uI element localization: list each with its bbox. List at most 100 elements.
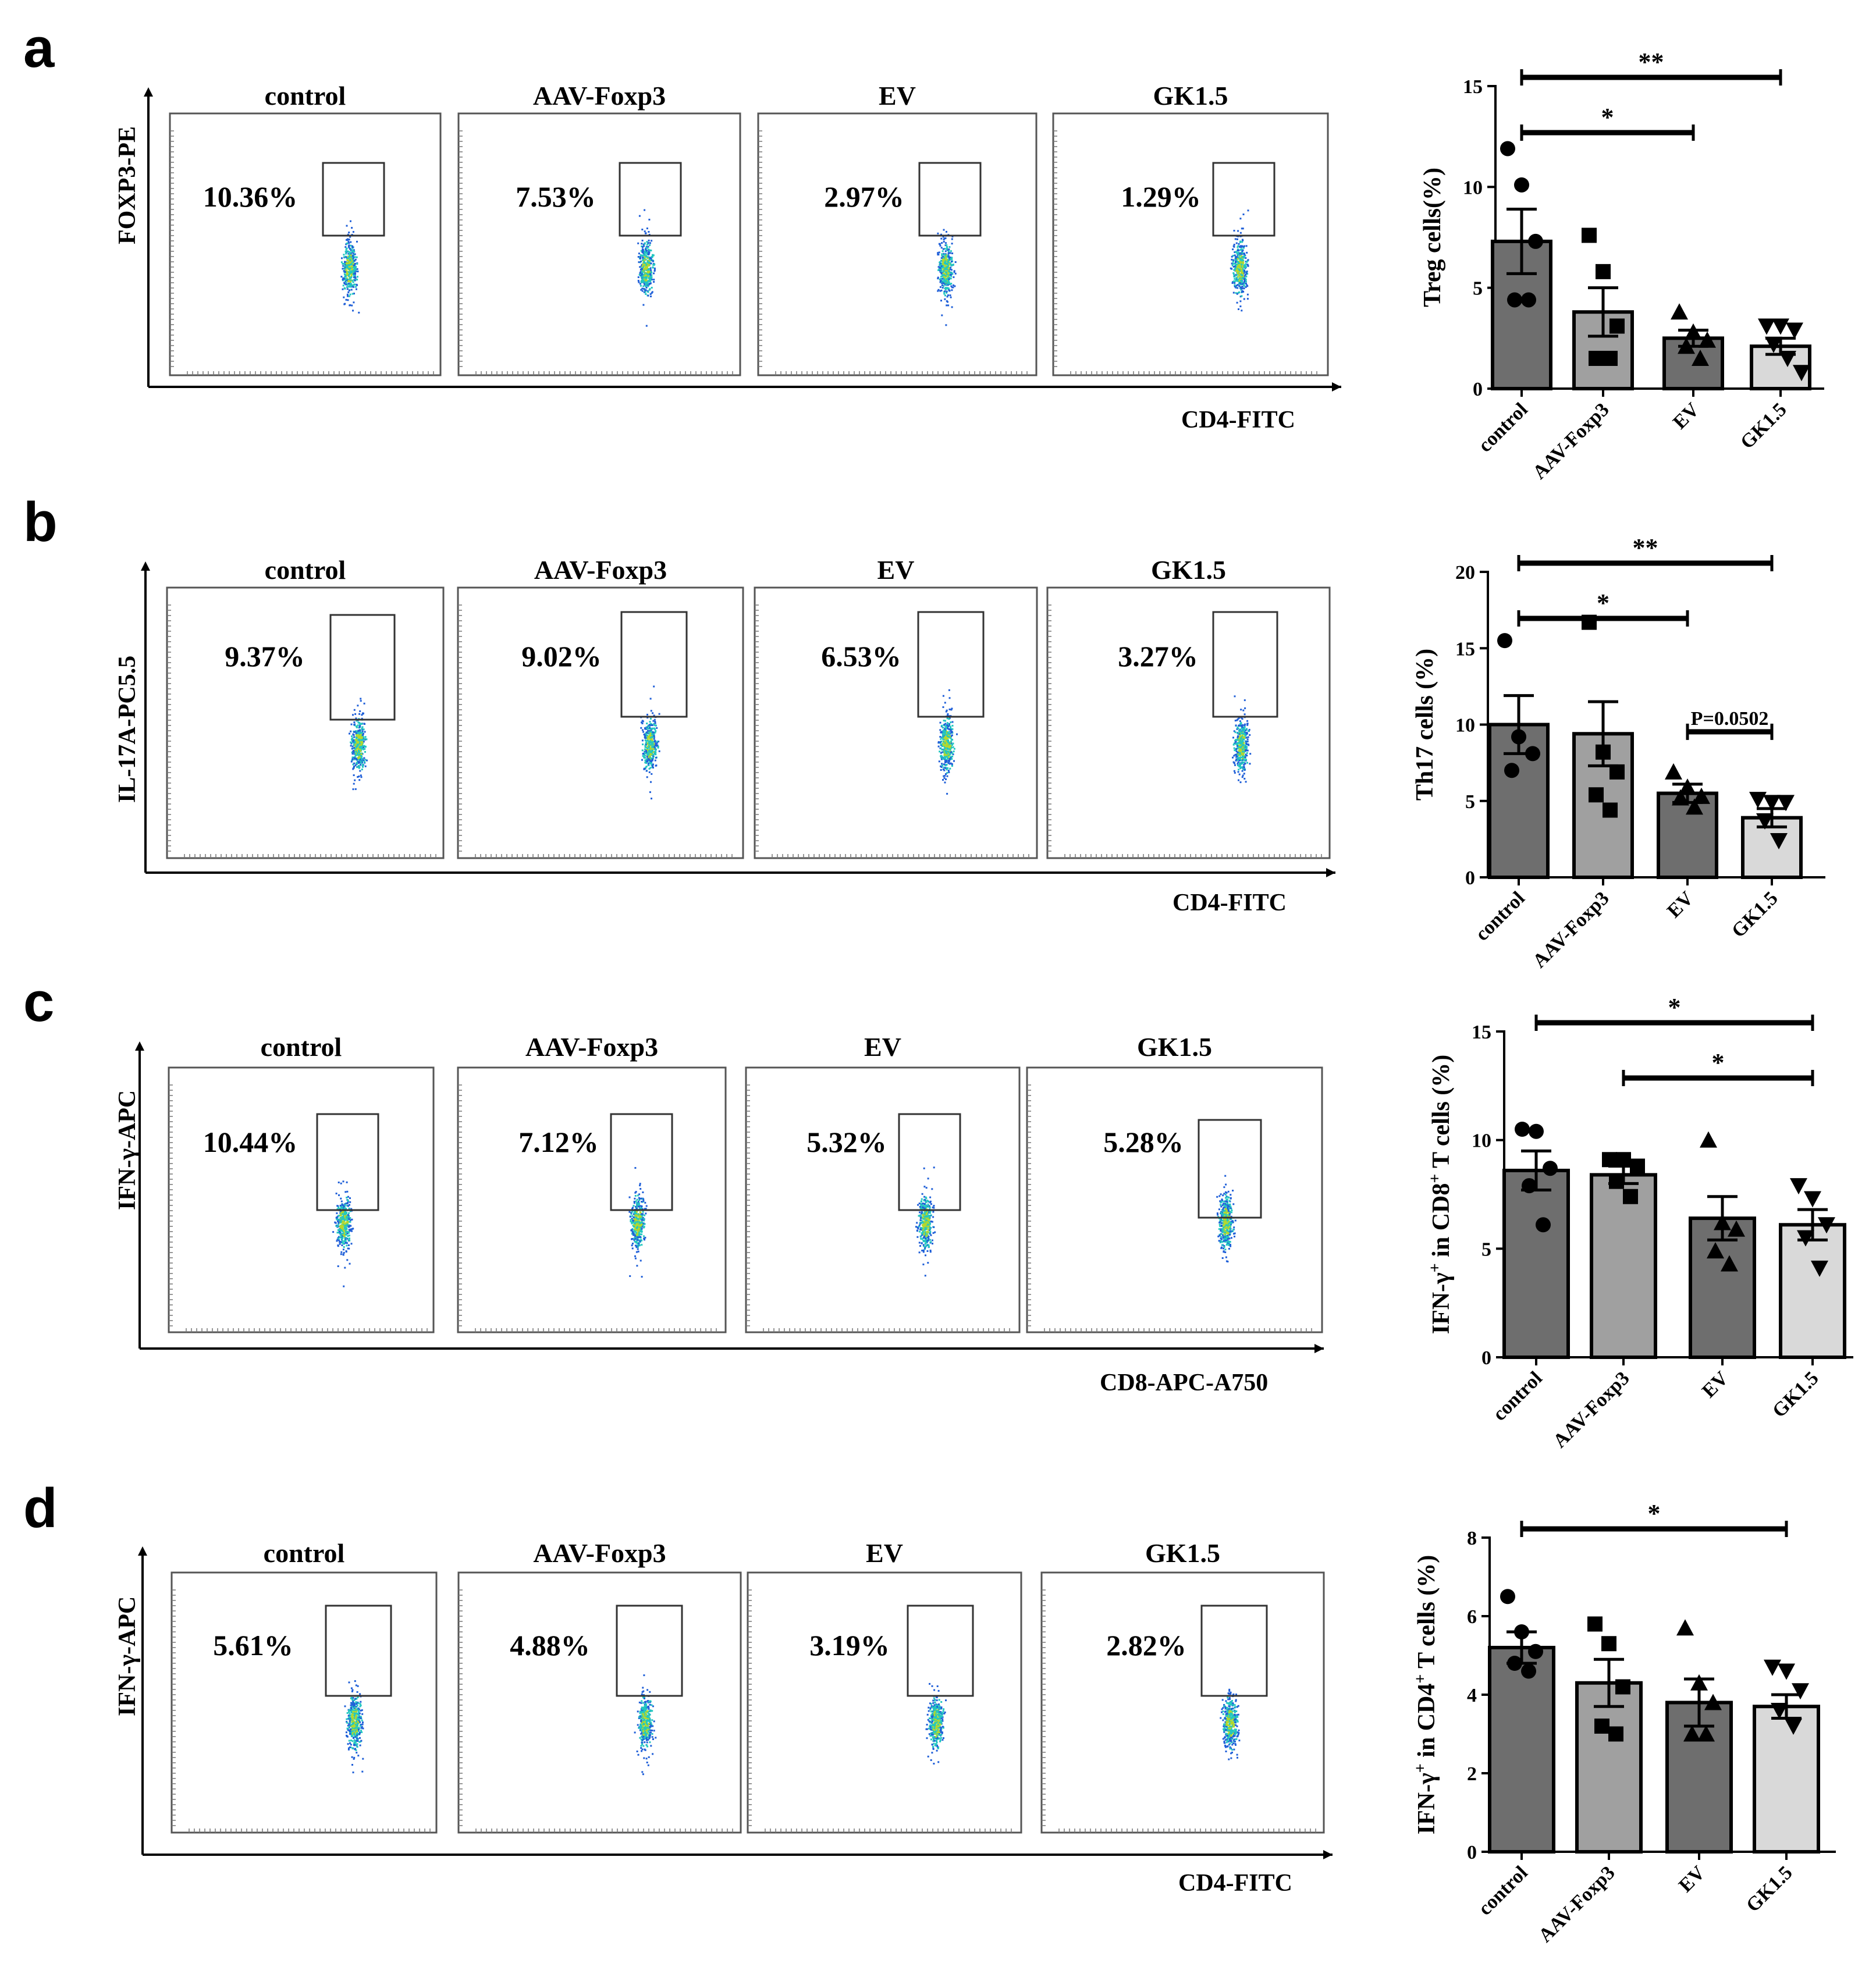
flow-plot-title: GK1.5 [1151,555,1226,585]
flow-event-dot [649,737,651,739]
data-point [1685,323,1702,340]
flow-event-dot [947,770,950,771]
flow-event-dot [637,1239,639,1241]
flow-event-dot [648,758,650,760]
flow-event-dot [354,779,356,781]
flow-event-dot [941,242,943,244]
flow-event-dot [946,281,948,283]
flow-event-dot [361,714,363,716]
flow-event-dot [349,248,351,250]
flow-event-dot [645,770,648,772]
flow-event-dot [1242,748,1244,750]
flow-event-dot [1242,768,1244,770]
flow-event-dot [351,753,354,755]
flow-event-dot [927,1178,929,1180]
flow-event-dot [353,758,356,760]
flow-event-dot [941,287,944,289]
flow-event-dot [928,1244,930,1246]
flow-event-dot [349,282,351,284]
flow-event-dot [642,266,644,268]
flow-event-dot [348,1237,350,1240]
flow-event-dot [339,1240,341,1243]
flow-event-dot [1245,263,1247,265]
flow-event-dot [944,781,946,784]
flow-event-dot [931,1239,933,1241]
flow-event-dot [643,261,645,263]
flow-event-dot [1230,1215,1232,1218]
flow-event-dot [943,241,945,243]
flow-event-dot [359,744,361,746]
flow-event-dot [940,752,942,754]
flow-event-dot [633,1219,635,1222]
flow-event-dot [1238,779,1239,781]
flow-event-dot [645,766,648,768]
flow-event-dot [656,741,659,743]
flow-event-dot [349,1230,351,1232]
flow-event-dot [651,739,653,742]
flow-event-dot [641,1276,643,1278]
flow-event-dot [1238,773,1241,775]
flow-event-dot [338,1230,340,1233]
flow-plot-frame [168,1066,435,1333]
flow-event-dot [638,1225,640,1228]
flow-event-dot [641,274,644,276]
flow-event-dot [1222,1236,1224,1239]
flow-event-dot [1245,275,1248,278]
flow-gate-percentage: 9.02% [521,640,602,673]
flow-event-dot [634,1237,636,1239]
flow-event-dot [923,1211,926,1214]
flow-event-dot [654,721,656,723]
flow-event-dot [644,230,646,233]
flow-event-dot [1245,781,1247,783]
flow-event-dot [631,1211,633,1213]
flow-event-dot [1237,732,1239,735]
flow-event-dot [642,744,644,745]
flow-event-dot [942,268,944,270]
flow-event-dot [644,755,646,757]
flow-event-dot [339,1216,342,1219]
flow-event-dot [1243,285,1246,287]
flow-event-dot [342,1211,344,1213]
flow-event-dot [637,1194,639,1197]
bar [1657,791,1718,879]
flow-event-dot [951,257,953,259]
flow-event-dot [350,1208,353,1210]
flow-event-dot [946,244,948,246]
flow-event-dot [941,262,944,264]
flow-event-dot [653,743,655,745]
flow-event-dot [363,759,365,762]
flow-event-dot [644,1214,646,1216]
flow-event-dot [1236,728,1238,730]
flow-event-dot [364,759,367,761]
flow-event-dot [355,732,357,734]
flow-event-dot [354,713,357,715]
flow-event-dot [351,259,353,262]
flow-event-dot [1245,759,1247,761]
flow-event-dot [939,264,941,266]
flow-event-dot [652,753,655,756]
flow-event-dot [947,748,950,750]
flow-event-dot [363,741,365,743]
flow-event-dot [1235,759,1237,762]
flow-event-dot [1247,265,1249,267]
flow-event-dot [946,248,948,250]
flow-event-dot [364,761,366,763]
flow-event-dot [644,1236,646,1239]
flow-event-dot [1242,744,1245,746]
flow-event-dot [1239,733,1242,735]
flow-event-dot [340,1197,342,1200]
flow-plot-frame [1026,1066,1323,1333]
flow-event-dot [1243,766,1245,769]
flow-event-dot [921,1200,922,1203]
flow-event-dot [356,752,358,755]
flow-event-dot [1234,762,1235,764]
flow-event-dot [642,268,645,270]
flow-event-dot [354,743,357,745]
flow-event-dot [652,755,654,757]
flow-event-dot [642,1217,644,1219]
flow-event-dot [346,1225,348,1228]
data-point [1763,795,1781,812]
flow-event-dot [945,242,947,244]
flow-event-dot [1220,1237,1222,1240]
flow-event-dot [633,1234,635,1236]
